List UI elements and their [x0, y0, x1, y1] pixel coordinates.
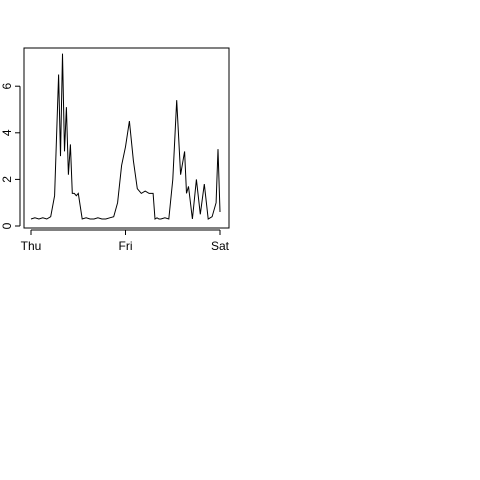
plot-frame	[23, 47, 230, 229]
series-line	[30, 53, 221, 220]
y-tick-label: 6	[0, 83, 14, 90]
y-tick-label: 2	[0, 176, 14, 183]
x-tick-label: Sat	[211, 239, 230, 253]
y-tick-label: 0	[0, 222, 14, 229]
y-axis: 0 2 4 6	[0, 83, 21, 229]
y-tick-label: 4	[0, 129, 14, 136]
x-tick-label: Thu	[21, 239, 42, 253]
x-tick-label: Fri	[119, 239, 133, 253]
x-axis: Thu Fri Sat	[21, 229, 230, 253]
